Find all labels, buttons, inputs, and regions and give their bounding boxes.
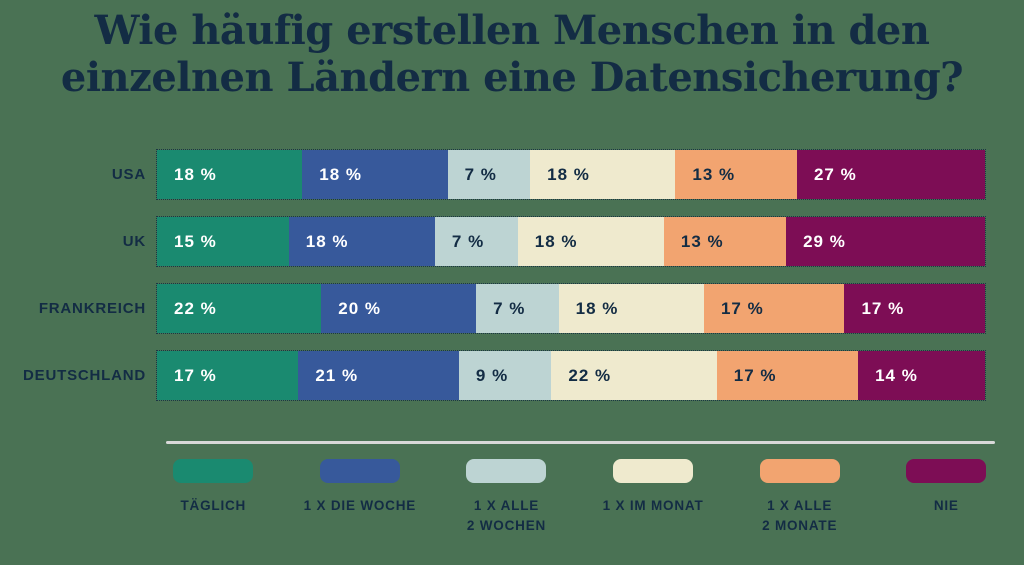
legend-swatch [906, 459, 987, 483]
bar-segment: 18 % [558, 284, 704, 333]
segment-value-label: 17 % [861, 298, 905, 318]
chart-title: Wie häufig erstellen Menschen in den ein… [60, 7, 964, 101]
segment-value-label: 7 % [493, 298, 526, 318]
legend-item: 1 X ALLE 2 WOCHEN [433, 459, 580, 535]
stacked-bar: 22 % 20 % 7 % 18 % 17 % 17 % [156, 283, 986, 334]
legend-swatch [759, 459, 840, 483]
bar-row-uk: UK 15 % 18 % 7 % 18 % 13 % 29 % [0, 216, 1024, 267]
legend-item: 1 X DIE WOCHE [287, 459, 434, 535]
segment-value-label: 9 % [475, 365, 509, 385]
segment-value-label: 17 % [720, 298, 764, 318]
segment-value-label: 7 % [464, 164, 497, 184]
legend-label: 1 X ALLE 2 MONATE [762, 498, 838, 533]
stacked-bar-chart: USA 18 % 18 % 7 % 18 % 13 % 27 % UK 15 % 18 % 7 % 1… [0, 149, 1024, 418]
bar-segment: 22 % [551, 351, 717, 400]
stacked-bar: 17 % 21 % 9 % 22 % 17 % 14 % [156, 350, 986, 401]
bar-segment: 14 % [858, 351, 986, 400]
legend-item: TÄGLICH [140, 459, 287, 535]
country-label: UK [122, 233, 146, 250]
legend-swatch [613, 459, 694, 483]
bar-segment: 27 % [796, 150, 985, 199]
segment-value-label: 22 % [568, 365, 612, 385]
bar-segment: 17 % [716, 351, 859, 400]
segment-value-label: 18 % [174, 164, 217, 184]
legend-swatch [466, 459, 547, 483]
stacked-bar: 15 % 18 % 7 % 18 % 13 % 29 % [156, 216, 986, 267]
bar-segment: 18 % [157, 150, 303, 199]
segment-value-label: 17 % [733, 365, 777, 385]
bar-segment: 7 % [447, 150, 531, 199]
chart-legend: TÄGLICH 1 X DIE WOCHE 1 X ALLE 2 WOCHEN 1 X… [140, 459, 1020, 535]
segment-value-label: 17 % [174, 365, 217, 385]
segment-value-label: 13 % [680, 231, 724, 251]
country-label: DEUTSCHLAND [23, 367, 146, 384]
legend-divider-line [166, 441, 995, 444]
bar-segment: 20 % [321, 284, 477, 333]
bar-segment: 7 % [476, 284, 559, 333]
stacked-bar: 18 % 18 % 7 % 18 % 13 % 27 % [156, 149, 986, 200]
segment-value-label: 18 % [547, 164, 590, 184]
segment-value-label: 18 % [575, 298, 619, 318]
segment-value-label: 14 % [875, 365, 918, 385]
bar-segment: 13 % [675, 150, 797, 199]
bar-segment: 17 % [703, 284, 845, 333]
legend-label: TÄGLICH [180, 498, 247, 513]
bar-segment: 17 % [157, 351, 299, 400]
legend-swatch [319, 459, 400, 483]
bar-segment: 22 % [157, 284, 322, 333]
bar-segment: 17 % [844, 284, 985, 333]
segment-value-label: 21 % [315, 365, 359, 385]
bar-segment: 9 % [458, 351, 552, 400]
bar-segment: 7 % [434, 217, 518, 266]
segment-value-label: 18 % [305, 231, 349, 251]
segment-value-label: 13 % [692, 164, 736, 184]
segment-value-label: 18 % [319, 164, 363, 184]
country-label: FRANKREICH [38, 300, 146, 317]
segment-value-label: 22 % [174, 298, 217, 318]
bar-segment: 18 % [302, 150, 448, 199]
segment-value-label: 29 % [803, 231, 846, 251]
legend-label: NIE [933, 498, 959, 513]
bar-row-usa: USA 18 % 18 % 7 % 18 % 13 % 27 % [0, 149, 1024, 200]
bar-segment: 18 % [288, 217, 435, 266]
bar-segment: 13 % [663, 217, 787, 266]
segment-value-label: 7 % [451, 231, 485, 251]
bar-rows-container: USA 18 % 18 % 7 % 18 % 13 % 27 % UK 15 % 18 % 7 % 1… [0, 149, 1024, 401]
bar-row-frankreich: FRANKREICH 22 % 20 % 7 % 18 % 17 % 17 % [0, 283, 1024, 334]
bar-segment: 29 % [786, 217, 985, 266]
segment-value-label: 27 % [813, 164, 857, 184]
bar-segment: 15 % [157, 217, 289, 266]
legend-item: 1 X IM MONAT [580, 459, 727, 535]
legend-label: 1 X DIE WOCHE [303, 498, 417, 513]
bar-segment: 18 % [530, 150, 676, 199]
legend-item: NIE [873, 459, 1020, 535]
legend-swatch [173, 459, 254, 483]
bar-segment: 21 % [298, 351, 459, 400]
segment-value-label: 18 % [534, 231, 578, 251]
legend-item: 1 X ALLE 2 MONATE [726, 459, 873, 535]
bar-segment: 18 % [517, 217, 664, 266]
country-label: USA [111, 166, 146, 183]
legend-label: 1 X ALLE 2 WOCHEN [466, 498, 547, 533]
segment-value-label: 15 % [174, 231, 217, 251]
bar-row-deutschland: DEUTSCHLAND 17 % 21 % 9 % 22 % 17 % 14 % [0, 350, 1024, 401]
legend-label: 1 X IM MONAT [602, 498, 704, 513]
segment-value-label: 20 % [338, 298, 382, 318]
